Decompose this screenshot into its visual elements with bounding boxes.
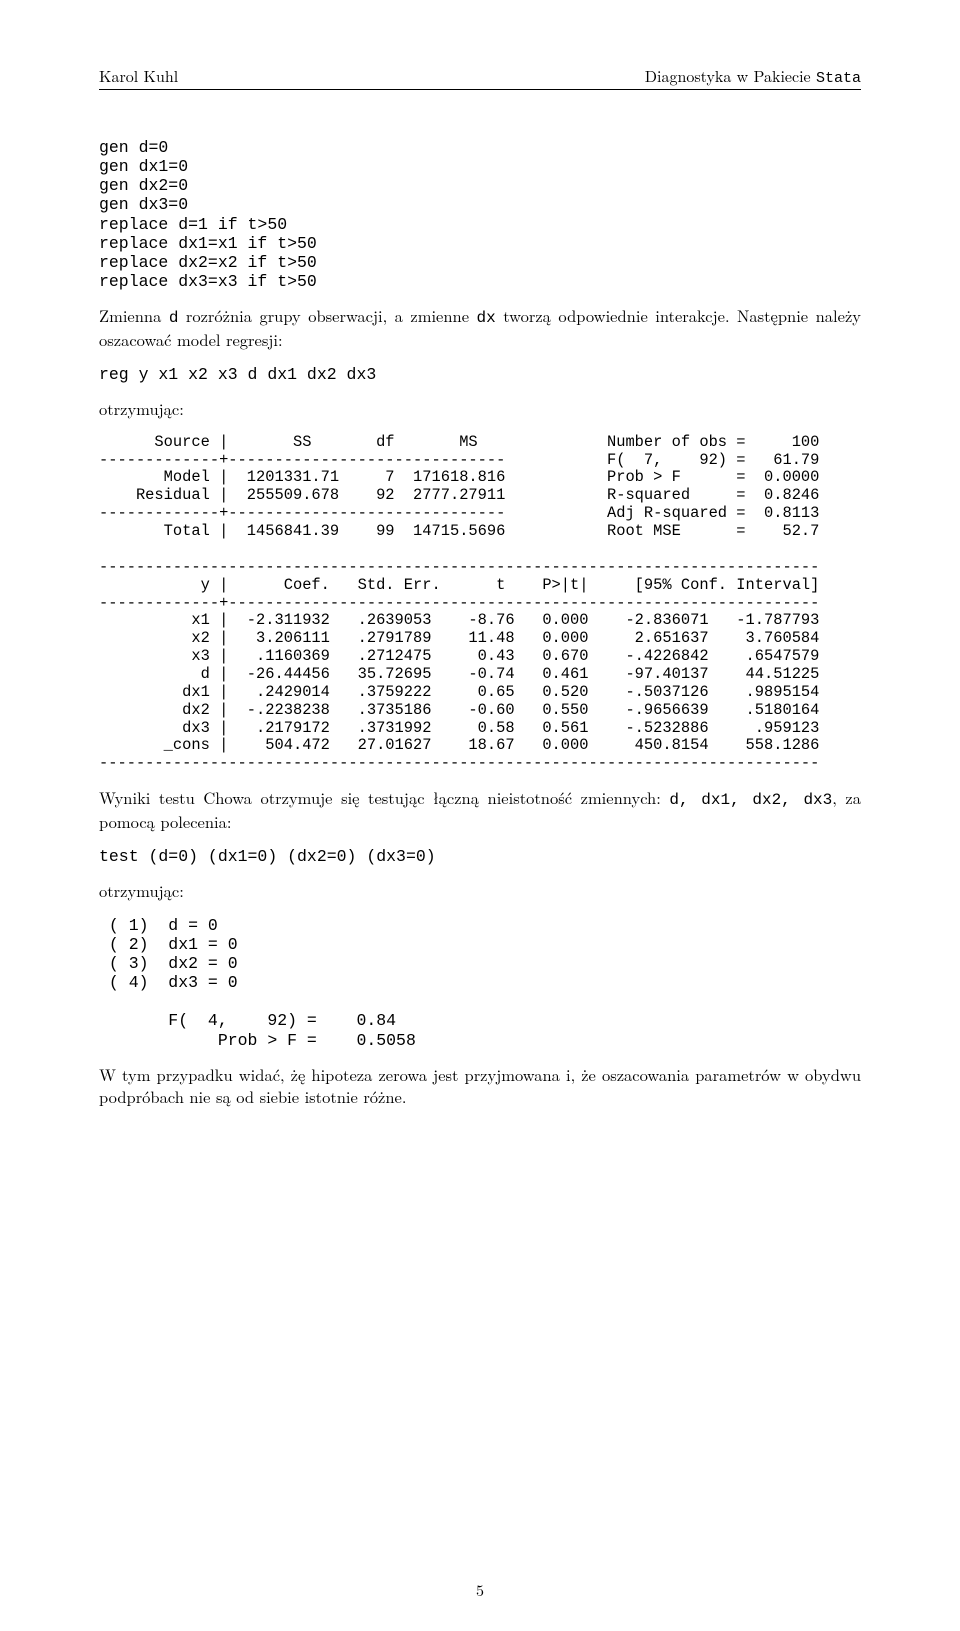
stata-test-output: ( 1) d = 0 ( 2) dx1 = 0 ( 3) dx2 = 0 ( 4… (99, 916, 861, 1050)
paragraph-4: otrzymując: (99, 880, 861, 902)
header-right: Diagnostyka w Pakiecie Stata (645, 64, 861, 87)
header-right-tt: Stata (816, 70, 861, 87)
para1-a: Zmienna (99, 303, 169, 327)
para1-tt2: dx (477, 309, 496, 327)
header-right-prefix: Diagnostyka w Pakiecie (645, 64, 816, 87)
page-header: Karol Kuhl Diagnostyka w Pakiecie Stata (99, 64, 861, 90)
paragraph-5: W tym przypadku widać, żę hipoteza zerow… (99, 1064, 861, 1108)
para1-b: rozróżnia grupy obserwacji, a zmienne (178, 303, 476, 327)
paragraph-3: Wyniki testu Chowa otrzymuje się testują… (99, 787, 861, 833)
para3-a: Wyniki testu Chowa otrzymuje się testują… (99, 785, 669, 809)
header-left: Karol Kuhl (99, 64, 178, 87)
paragraph-1: Zmienna d rozróżnia grupy obserwacji, a … (99, 305, 861, 351)
paragraph-2: otrzymując: (99, 398, 861, 420)
code-block-test: test (d=0) (dx1=0) (dx2=0) (dx3=0) (99, 847, 861, 866)
code-block-gen: gen d=0 gen dx1=0 gen dx2=0 gen dx3=0 re… (99, 138, 861, 291)
stata-reg-output: Source | SS df MS Number of obs = 100 --… (99, 434, 861, 773)
para3-tt: d, dx1, dx2, dx3 (669, 791, 832, 809)
code-block-reg: reg y x1 x2 x3 d dx1 dx2 dx3 (99, 365, 861, 384)
page: Karol Kuhl Diagnostyka w Pakiecie Stata … (0, 0, 960, 1631)
page-number: 5 (0, 1578, 960, 1601)
para1-tt1: d (169, 309, 179, 327)
